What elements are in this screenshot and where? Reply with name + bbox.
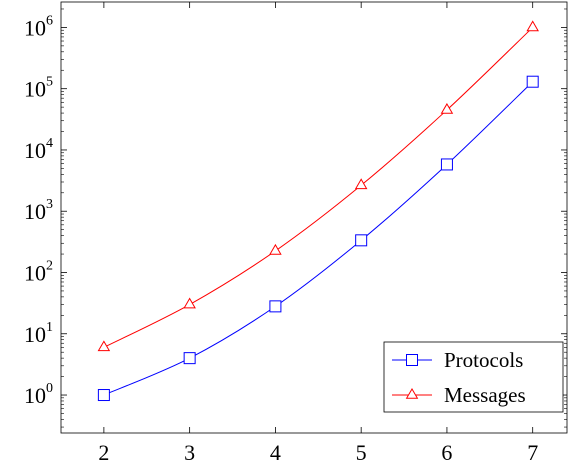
y-tick-label: 105	[24, 75, 53, 102]
y-tick-base: 10	[24, 322, 46, 347]
y-tick-base: 10	[24, 77, 46, 102]
y-tick-label: 101	[24, 320, 53, 347]
data-point-protocols	[97, 389, 110, 402]
data-point-protocols	[269, 300, 282, 313]
data-point-messages	[440, 102, 454, 114]
x-tick-label: 7	[527, 440, 538, 465]
legend-box	[383, 341, 564, 413]
data-point-protocols	[355, 234, 368, 247]
data-point-messages	[97, 340, 111, 352]
data-point-messages	[183, 297, 196, 309]
x-tick-label: 4	[270, 440, 281, 465]
y-tick-label: 100	[24, 381, 53, 408]
x-tick-label: 3	[184, 440, 195, 465]
series-line-messages	[103, 27, 534, 348]
legend-marker-messages	[405, 388, 419, 399]
y-tick-label: 104	[24, 136, 53, 163]
series-protocols	[97, 75, 539, 402]
x-tick-label: 2	[98, 440, 109, 465]
data-point-messages	[526, 20, 539, 32]
y-tick-exponent: 2	[46, 258, 53, 273]
series-messages	[97, 20, 539, 352]
y-tick-exponent: 1	[46, 320, 53, 335]
y-tick-base: 10	[24, 260, 46, 285]
y-tick-exponent: 5	[46, 75, 53, 90]
y-tick-base: 10	[24, 15, 46, 40]
data-point-protocols	[440, 158, 453, 171]
data-point-messages	[269, 243, 282, 255]
data-point-messages	[354, 178, 368, 190]
legend-entry-protocols: Protocols	[392, 348, 523, 372]
y-tick-base: 10	[24, 199, 46, 224]
data-point-protocols	[183, 352, 196, 365]
y-tick-exponent: 6	[46, 13, 53, 28]
y-tick-label: 102	[24, 258, 53, 285]
y-tick-label: 103	[24, 197, 53, 224]
data-point-protocols	[526, 75, 539, 88]
x-tick-label: 6	[441, 440, 452, 465]
legend: Protocols Messages	[383, 341, 564, 413]
y-tick-label: 106	[24, 13, 53, 40]
legend-entry-messages: Messages	[392, 383, 526, 407]
y-tick-base: 10	[24, 138, 46, 163]
y-tick-exponent: 3	[46, 197, 53, 212]
y-tick-exponent: 4	[46, 136, 53, 151]
y-tick-base: 10	[24, 383, 46, 408]
legend-marker-protocols	[406, 354, 418, 366]
legend-label-messages: Messages	[444, 383, 526, 407]
legend-label-protocols: Protocols	[444, 348, 523, 372]
y-tick-exponent: 0	[46, 381, 53, 396]
x-tick-label: 5	[356, 440, 367, 465]
plot-frame	[60, 1, 568, 434]
